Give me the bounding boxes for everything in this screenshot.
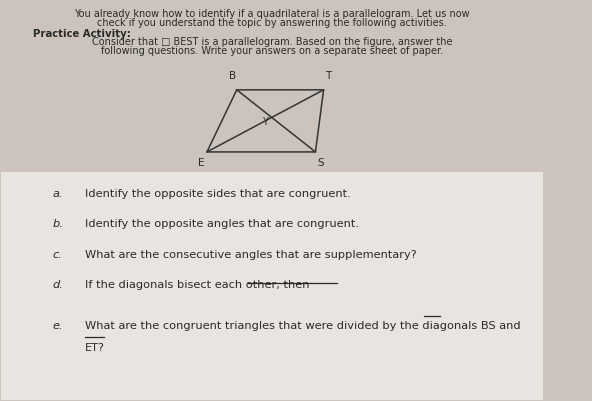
Text: If the diagonals bisect each other, then: If the diagonals bisect each other, then bbox=[85, 279, 313, 290]
Text: Practice Activity:: Practice Activity: bbox=[33, 28, 131, 38]
Text: check if you understand the topic by answering the following activities.: check if you understand the topic by ans… bbox=[97, 18, 447, 27]
Text: following questions. Write your answers on a separate sheet of paper.: following questions. Write your answers … bbox=[101, 45, 443, 55]
Text: What are the congruent triangles that were divided by the diagonals BS and: What are the congruent triangles that we… bbox=[85, 320, 520, 330]
Text: d.: d. bbox=[52, 279, 63, 290]
Text: c.: c. bbox=[52, 249, 62, 259]
Text: Consider that □ BEST is a parallelogram. Based on the figure, answer the: Consider that □ BEST is a parallelogram.… bbox=[92, 36, 452, 47]
Bar bbox=[1, 172, 543, 400]
Text: a.: a. bbox=[52, 188, 63, 198]
Text: S: S bbox=[317, 158, 324, 168]
Text: What are the consecutive angles that are supplementary?: What are the consecutive angles that are… bbox=[85, 249, 417, 259]
Text: E: E bbox=[198, 158, 205, 168]
Text: Identify the opposite sides that are congruent.: Identify the opposite sides that are con… bbox=[85, 188, 350, 198]
Text: Y: Y bbox=[262, 116, 268, 126]
Text: B: B bbox=[229, 71, 236, 81]
Text: e.: e. bbox=[52, 320, 63, 330]
Text: ET?: ET? bbox=[85, 342, 105, 352]
Text: Identify the opposite angles that are congruent.: Identify the opposite angles that are co… bbox=[85, 219, 359, 229]
Text: b.: b. bbox=[52, 219, 63, 229]
Text: T: T bbox=[325, 71, 331, 81]
Text: You already know how to identify if a quadrilateral is a parallelogram. Let us n: You already know how to identify if a qu… bbox=[74, 9, 470, 19]
